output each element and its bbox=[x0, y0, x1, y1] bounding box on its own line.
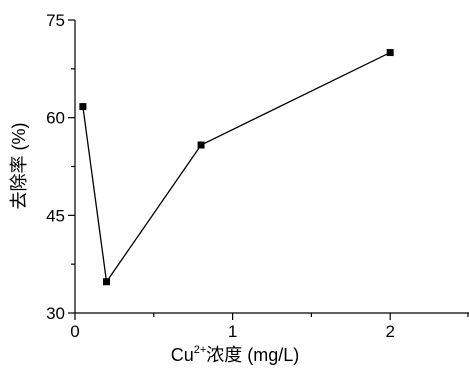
x-axis-title: Cu2+浓度 (mg/L) bbox=[171, 344, 300, 365]
x-axis-title-rest: 浓度 (mg/L) bbox=[206, 345, 299, 365]
data-point-marker bbox=[103, 278, 111, 286]
series-line bbox=[82, 51, 391, 284]
data-point-marker bbox=[197, 141, 205, 149]
ticks: 30 45 60 75 0 1 2 bbox=[46, 11, 469, 341]
x-tick-label: 0 bbox=[70, 322, 79, 341]
y-axis-title: 去除率 (%) bbox=[9, 123, 29, 210]
x-axis-title-base: Cu bbox=[171, 345, 194, 365]
data-point-marker bbox=[386, 49, 394, 57]
x-tick-label: 2 bbox=[385, 322, 394, 341]
y-tick-label: 60 bbox=[46, 109, 65, 128]
x-tick-label: 1 bbox=[228, 322, 237, 341]
y-tick-label: 45 bbox=[46, 206, 65, 225]
x-axis-title-superscript: 2+ bbox=[194, 344, 207, 356]
series bbox=[79, 49, 394, 286]
data-point-marker bbox=[79, 103, 87, 111]
axes bbox=[74, 20, 469, 314]
y-tick-label: 30 bbox=[46, 304, 65, 323]
y-tick-label: 75 bbox=[46, 11, 65, 30]
